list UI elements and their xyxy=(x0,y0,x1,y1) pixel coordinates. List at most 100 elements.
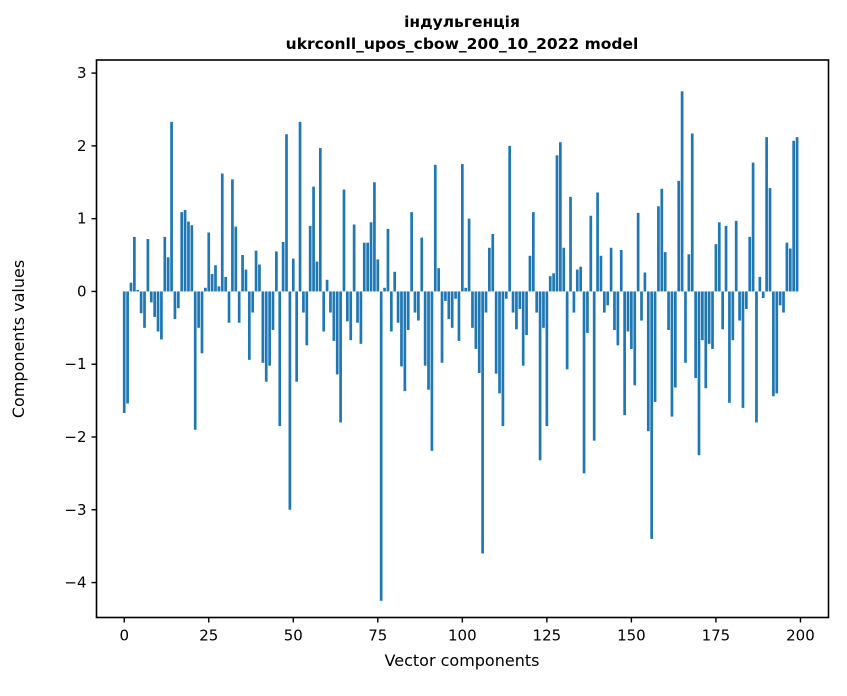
bar xyxy=(751,162,755,292)
x-tick-label: 0 xyxy=(119,627,129,645)
bar xyxy=(707,291,711,344)
bar xyxy=(680,91,684,292)
bar xyxy=(298,121,302,292)
bar xyxy=(335,291,339,375)
bar xyxy=(531,212,535,292)
bar xyxy=(163,236,167,292)
bar xyxy=(369,222,373,292)
bar xyxy=(609,247,613,292)
bar xyxy=(204,287,207,292)
bar xyxy=(180,212,184,292)
bar xyxy=(761,291,765,298)
bar xyxy=(356,291,359,323)
bar xyxy=(133,236,136,292)
chart-title-line2: ukrconll_upos_cbow_200_10_2022 model xyxy=(286,35,639,53)
bar xyxy=(511,291,515,313)
bar xyxy=(376,259,380,292)
bar xyxy=(403,291,407,392)
y-tick-label: −3 xyxy=(64,501,86,519)
bar xyxy=(592,291,596,441)
bar xyxy=(214,265,217,292)
bar xyxy=(586,291,589,333)
bar xyxy=(535,291,539,313)
bar xyxy=(444,291,447,301)
bar xyxy=(126,291,129,404)
bar xyxy=(734,220,738,292)
bar xyxy=(224,276,227,292)
bar xyxy=(264,291,268,382)
bar xyxy=(352,224,356,292)
bar xyxy=(241,255,244,292)
bar xyxy=(508,145,512,292)
bar xyxy=(210,273,214,292)
bar xyxy=(339,291,342,423)
bar xyxy=(515,291,518,330)
bar xyxy=(156,291,160,332)
bar xyxy=(687,254,691,292)
bar xyxy=(318,148,322,292)
y-tick-label: −2 xyxy=(64,428,86,446)
bar xyxy=(207,232,211,292)
bar xyxy=(711,291,714,349)
bar xyxy=(518,291,522,309)
bar xyxy=(788,248,792,292)
bar xyxy=(481,291,484,554)
bar xyxy=(406,291,410,331)
bar xyxy=(538,291,542,461)
bar xyxy=(484,291,488,313)
bar xyxy=(623,291,626,416)
bar xyxy=(346,291,349,322)
bar xyxy=(640,291,643,321)
bar xyxy=(731,291,735,341)
bar xyxy=(559,142,562,292)
bar xyxy=(464,287,468,292)
bar xyxy=(278,291,282,427)
bar xyxy=(146,239,150,292)
bar xyxy=(136,289,140,292)
bar xyxy=(389,291,393,332)
bar xyxy=(667,291,670,331)
bar xyxy=(400,291,403,367)
bar xyxy=(251,291,255,313)
bar xyxy=(173,291,177,320)
bar xyxy=(427,291,430,390)
bar xyxy=(633,291,637,386)
bar xyxy=(227,291,231,323)
bar xyxy=(663,252,667,292)
bar xyxy=(149,291,153,303)
bar xyxy=(778,291,782,306)
bar xyxy=(433,164,437,292)
bar xyxy=(738,291,741,321)
bar xyxy=(423,291,427,366)
bar xyxy=(697,291,701,456)
x-tick-label: 50 xyxy=(284,627,303,645)
bar xyxy=(717,222,721,292)
bar xyxy=(677,180,681,292)
bar xyxy=(488,247,491,292)
bar xyxy=(420,237,424,292)
bar xyxy=(231,179,234,292)
bar xyxy=(572,291,576,313)
bar xyxy=(454,291,457,299)
bar xyxy=(291,258,295,292)
bar xyxy=(660,188,664,292)
bar xyxy=(268,291,271,366)
bar xyxy=(143,291,146,328)
bar xyxy=(575,269,579,292)
bar xyxy=(170,121,173,292)
bar xyxy=(122,291,126,413)
bar xyxy=(200,291,204,354)
bar xyxy=(670,291,674,417)
bar xyxy=(366,242,370,292)
bar xyxy=(599,255,603,292)
bar xyxy=(504,291,508,299)
plot-border xyxy=(95,59,830,619)
bar xyxy=(386,228,390,292)
bar xyxy=(234,226,238,292)
bar xyxy=(772,291,775,397)
bar xyxy=(393,271,397,292)
bar xyxy=(285,134,288,292)
bar xyxy=(176,291,180,309)
bar xyxy=(187,221,190,292)
bar xyxy=(650,291,654,539)
